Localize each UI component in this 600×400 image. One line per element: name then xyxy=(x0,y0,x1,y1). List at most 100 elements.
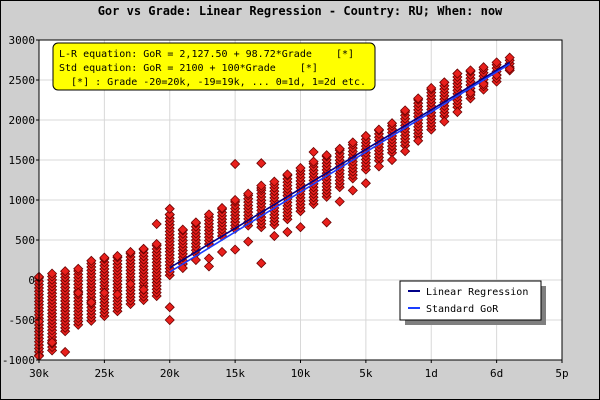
data-point xyxy=(360,178,371,189)
annotation-line-2: Std equation: GoR = 2100 + 100*Grade [*] xyxy=(59,63,318,74)
data-point xyxy=(321,150,332,161)
trend-lines xyxy=(169,61,511,273)
y-tick-label: 0 xyxy=(28,274,35,287)
data-point xyxy=(216,246,228,258)
equation-annotation: L-R equation: GoR = 2,127.50 + 98.72*Gra… xyxy=(52,42,376,91)
data-point xyxy=(413,135,424,146)
standard-gor-line xyxy=(169,63,511,273)
x-tick-label: 20k xyxy=(160,367,180,380)
x-tick-label: 30k xyxy=(29,367,49,380)
x-tick-label: 1d xyxy=(425,367,438,380)
x-tick-label: 6d xyxy=(490,367,503,380)
data-point xyxy=(86,255,97,266)
x-tick-label: 5p xyxy=(555,367,568,380)
data-point xyxy=(138,243,149,254)
data-point xyxy=(465,65,476,76)
data-point xyxy=(243,188,254,199)
data-point xyxy=(99,252,110,263)
data-point xyxy=(256,180,267,191)
y-tick-label: 1500 xyxy=(9,154,36,167)
data-point xyxy=(295,162,306,174)
data-point xyxy=(151,238,162,250)
data-point xyxy=(164,314,175,326)
x-tick-label: 15k xyxy=(225,367,245,380)
y-tick-label: 3000 xyxy=(9,34,36,47)
data-point xyxy=(465,87,476,98)
chart-title: Gor vs Grade: Linear Regression - Countr… xyxy=(98,4,503,18)
data-point xyxy=(308,146,319,158)
data-point xyxy=(269,230,280,242)
y-tick-label: 2000 xyxy=(9,114,36,127)
data-point xyxy=(373,161,385,172)
data-point xyxy=(321,217,332,228)
data-point xyxy=(73,287,84,298)
data-point xyxy=(334,143,345,154)
legend-label-standard-gor: Standard GoR xyxy=(426,304,499,315)
data-point xyxy=(439,116,450,127)
data-point xyxy=(47,268,58,279)
data-point xyxy=(295,222,306,233)
data-point xyxy=(504,63,515,74)
data-point xyxy=(386,118,398,129)
data-point xyxy=(491,57,502,68)
y-tick-label: 1000 xyxy=(9,194,36,207)
data-point xyxy=(203,253,215,264)
data-point xyxy=(203,209,215,220)
data-point xyxy=(426,82,437,94)
data-point xyxy=(164,203,175,214)
data-point xyxy=(164,209,175,220)
data-point xyxy=(47,337,58,348)
data-point xyxy=(230,244,241,255)
legend-label-linear-regression: Linear Regression xyxy=(426,287,528,298)
annotation-line-1: L-R equation: GoR = 2,127.50 + 98.72*Gra… xyxy=(59,49,354,60)
data-point xyxy=(386,154,398,166)
data-point xyxy=(216,202,228,214)
y-tick-label: -1000 xyxy=(2,354,35,367)
linear-regression-line xyxy=(169,61,511,269)
data-point xyxy=(413,93,424,104)
data-point xyxy=(230,194,241,206)
points xyxy=(33,52,515,362)
data-point xyxy=(256,258,267,269)
data-point xyxy=(164,302,175,313)
data-point xyxy=(203,261,215,272)
data-point xyxy=(256,158,267,169)
data-point xyxy=(478,62,489,73)
data-point xyxy=(125,246,136,258)
axes: -1000 -500 0 500 1000 1500 2000 2500 3000 30k 25k 2… xyxy=(2,34,569,380)
data-point xyxy=(60,346,71,358)
data-point xyxy=(400,146,411,157)
data-point xyxy=(73,263,84,274)
data-point xyxy=(373,124,385,135)
data-point xyxy=(452,68,463,79)
data-point xyxy=(504,52,515,63)
data-point xyxy=(190,217,201,228)
data-point xyxy=(112,289,123,300)
data-point xyxy=(452,106,463,118)
data-point xyxy=(269,176,280,187)
x-tick-label: 10k xyxy=(291,367,311,380)
y-tick-label: -500 xyxy=(9,314,36,327)
data-point xyxy=(308,156,319,167)
data-point xyxy=(230,158,241,170)
data-point xyxy=(177,224,188,235)
data-point xyxy=(151,218,162,230)
data-point xyxy=(334,196,345,207)
data-point xyxy=(347,137,358,148)
data-point xyxy=(86,297,97,308)
y-tick-label: 500 xyxy=(15,234,35,247)
data-point xyxy=(243,236,254,247)
data-point xyxy=(400,105,411,116)
x-tick-label: 5k xyxy=(359,367,373,380)
data-point xyxy=(360,130,371,142)
data-point xyxy=(347,185,358,196)
data-point xyxy=(282,226,293,238)
data-point xyxy=(125,278,136,290)
y-tick-label: 2500 xyxy=(9,74,36,87)
data-point xyxy=(138,284,149,295)
data-point xyxy=(439,77,450,88)
x-tick-label: 25k xyxy=(94,367,114,380)
data-point xyxy=(60,266,71,277)
